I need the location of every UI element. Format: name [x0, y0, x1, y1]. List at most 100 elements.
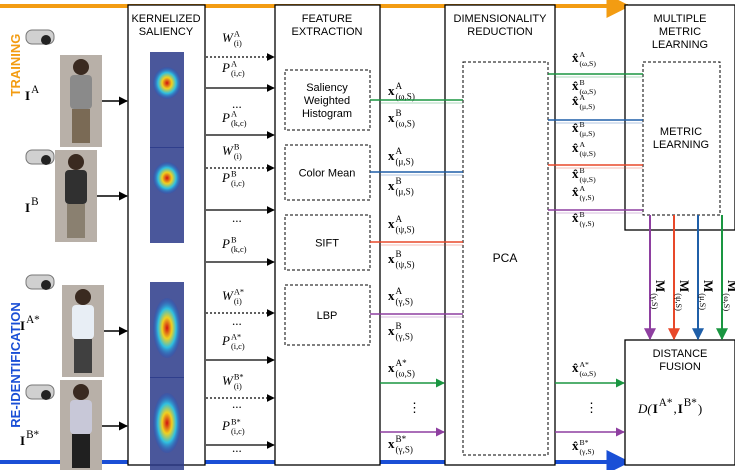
math-label: xA(ψ,S) [388, 214, 415, 234]
math-base: ... [232, 210, 242, 225]
math-label: IB* [20, 429, 40, 448]
math-sup: B [396, 176, 402, 186]
math-base: W [222, 373, 234, 388]
saliency-heat [153, 67, 181, 99]
math-sup: B [31, 196, 38, 208]
math-label: WB(i) [222, 143, 242, 162]
math-base: P [221, 418, 230, 433]
saliency-map [150, 147, 184, 243]
math-label: ... [232, 313, 242, 328]
math-sup: A* [26, 314, 40, 326]
math-label: x̂B(ψ,S) [572, 166, 596, 184]
math-label: PB(k,c) [221, 236, 247, 255]
math-sup: A [396, 81, 403, 91]
feature-method-label: Histogram [302, 108, 352, 120]
math-base: x [388, 216, 395, 231]
math-sub: (μ,S) [698, 293, 707, 310]
math-sup: A [231, 110, 237, 119]
math-sub: (ω,S) [580, 369, 597, 378]
math-sup: A [580, 50, 586, 59]
math-sup: B [580, 120, 585, 129]
math-sup: B* [580, 438, 589, 447]
math-sub: (k,c) [231, 245, 247, 254]
math-base: x̂ [572, 50, 579, 65]
math-base: x̂ [572, 140, 579, 155]
math-sub: (μ,S) [396, 187, 414, 197]
head [68, 154, 84, 170]
math-sup: A [234, 30, 240, 39]
math-base: M [701, 280, 716, 292]
saliency-heat [153, 162, 181, 194]
math-base: x [388, 110, 395, 125]
math-label: PA(i,c) [221, 60, 245, 79]
stage-title: METRIC [659, 26, 701, 38]
stage-title: DIMENSIONALITY [454, 13, 548, 25]
saliency-map [150, 52, 184, 148]
math-base: I [20, 433, 25, 448]
math-sup: A* [659, 397, 673, 409]
math-label: x̂A(ψ,S) [572, 140, 596, 158]
math-label: x̂B*(γ,S) [572, 438, 595, 456]
saliency-heat [153, 298, 181, 358]
torso [70, 400, 92, 434]
math-sup: A [31, 84, 39, 96]
inner-title: METRIC [660, 126, 702, 138]
math-base: x̂ [572, 78, 579, 93]
math-label: PA*(i,c) [221, 333, 245, 352]
math-base: I [678, 401, 683, 416]
feature-method-label: Color Mean [299, 168, 356, 180]
math-sup: A [396, 146, 403, 156]
math-sub: (ψ,S) [580, 149, 597, 158]
math-sub: (ω,S) [396, 369, 415, 379]
math-base: I [25, 88, 30, 103]
math-base: ⋮ [408, 400, 421, 415]
math-base: M [725, 280, 735, 292]
math-base: x [388, 178, 395, 193]
stage-title: REDUCTION [467, 26, 532, 38]
math-base: x [388, 436, 395, 451]
math-sup: A [580, 140, 586, 149]
math-sub: (ω,S) [580, 59, 597, 68]
math-base: M [677, 280, 692, 292]
math-base: ) [698, 401, 702, 416]
camera-lens [41, 280, 51, 290]
inner-title: LEARNING [653, 139, 709, 151]
math-label: ... [232, 396, 242, 411]
math-sub: (μ,S) [580, 102, 596, 111]
math-label: IA [25, 84, 39, 103]
math-base: ... [232, 396, 242, 411]
math-sup: A* [396, 358, 408, 368]
math-sub: (ω,S) [396, 119, 415, 129]
torso [72, 305, 94, 339]
math-base: P [221, 236, 230, 251]
math-base: ... [232, 440, 242, 455]
math-label: x̂A(γ,S) [572, 184, 595, 202]
head [73, 384, 89, 400]
math-sup: A [396, 214, 403, 224]
math-sup: A [396, 286, 403, 296]
feature-method-label: SIFT [315, 238, 339, 250]
math-label: xB(μ,S) [388, 176, 414, 196]
math-base: x̂ [572, 120, 579, 135]
legs [67, 204, 85, 238]
math-sup: B [396, 321, 402, 331]
math-base: ... [232, 313, 242, 328]
math-sup: B [396, 249, 402, 259]
math-label: ⋮ [585, 400, 598, 415]
math-base: W [222, 288, 234, 303]
math-label: xB(γ,S) [388, 321, 413, 341]
metric-label: M(ω,S) [722, 280, 735, 311]
math-label: WA(i) [222, 30, 242, 49]
math-sub: (γ,S) [580, 193, 595, 202]
math-base: x̂ [572, 93, 579, 108]
math-base: x [388, 83, 395, 98]
torso [65, 170, 87, 204]
stage-title: KERNELIZED [131, 13, 200, 25]
math-sup: B* [26, 429, 39, 441]
math-sub: (μ,S) [396, 157, 414, 167]
stage-title: FEATURE [302, 13, 353, 25]
math-sup: B* [234, 373, 244, 382]
math-sup: A [231, 60, 237, 69]
math-base: M [653, 280, 668, 292]
math-sub: (ω,S) [722, 293, 731, 311]
